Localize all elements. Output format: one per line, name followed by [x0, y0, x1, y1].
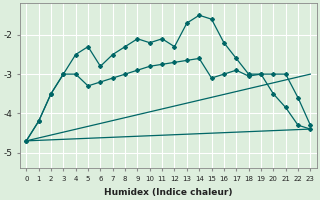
X-axis label: Humidex (Indice chaleur): Humidex (Indice chaleur)	[104, 188, 233, 197]
